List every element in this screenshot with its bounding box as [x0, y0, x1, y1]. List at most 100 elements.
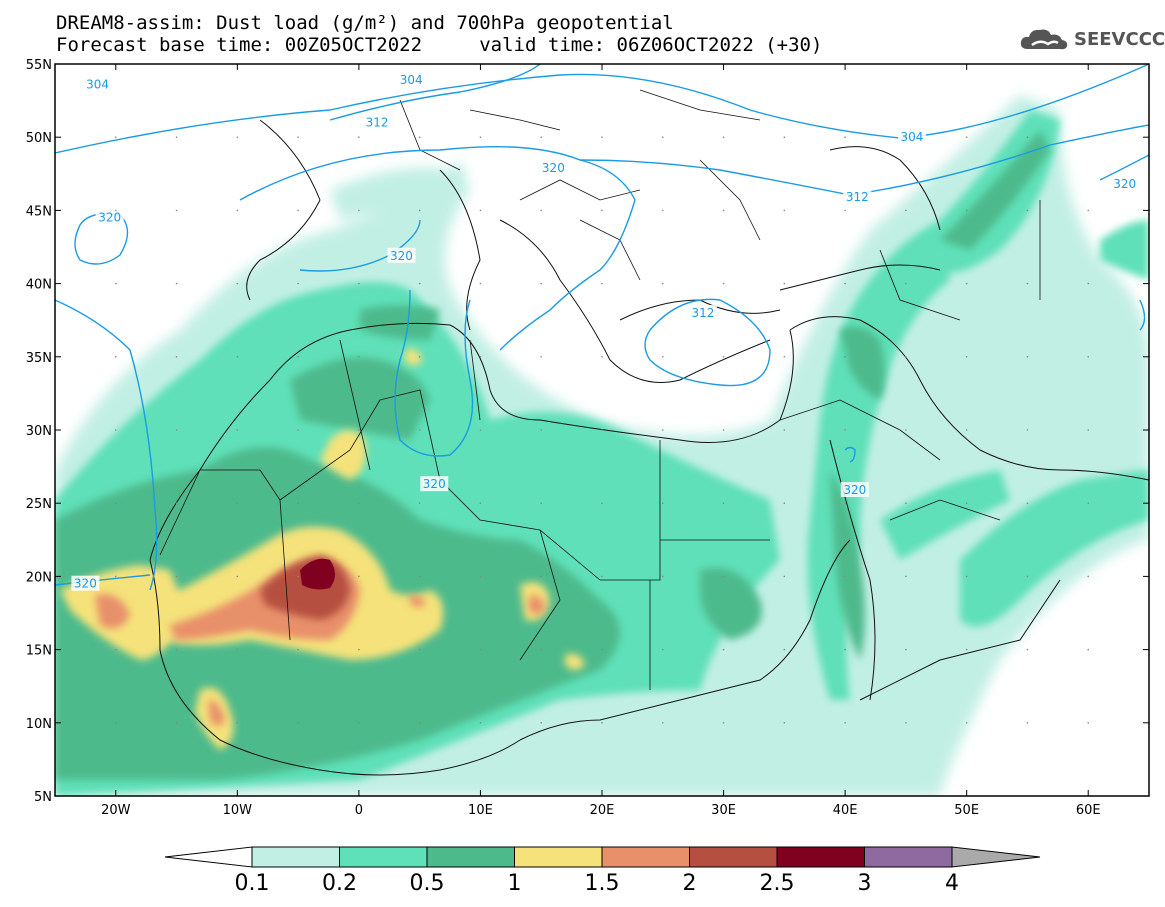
contour-label: 320	[843, 483, 866, 497]
contour-label-bg	[363, 114, 392, 130]
grid-dot	[540, 356, 543, 358]
grid-dot	[722, 575, 725, 578]
grid-dot	[114, 722, 117, 724]
grid-dot	[965, 575, 968, 578]
grid-dot	[905, 356, 907, 358]
lat-tick-label: 25N	[26, 497, 52, 512]
grid-dot	[358, 575, 360, 578]
grid-dot	[783, 502, 786, 505]
grid-dot	[358, 429, 360, 431]
colorbar-swatch	[601, 846, 690, 868]
lon-tick-label: 0	[355, 803, 363, 818]
grid-dot	[418, 648, 421, 651]
grid-dot	[1026, 282, 1029, 285]
grid-dot	[175, 575, 178, 578]
grid-dot	[1087, 722, 1090, 724]
grid-dot	[418, 209, 421, 212]
grid-dot	[661, 648, 664, 651]
lon-tick-label: 10W	[223, 803, 253, 818]
lon-tick-label: 30E	[711, 803, 736, 818]
contour-label: 312	[366, 116, 389, 130]
contour-label-bg	[897, 129, 926, 145]
grid-dot	[114, 575, 117, 578]
grid-dot	[358, 502, 360, 505]
country-borders	[159, 89, 1041, 690]
grid-dot	[175, 136, 178, 138]
grid-dot	[1087, 648, 1090, 651]
lat-tick-label: 10N	[26, 717, 52, 732]
grid-dot	[358, 282, 360, 285]
grid-dot	[236, 648, 239, 651]
grid-dot	[601, 648, 603, 651]
grid-dot	[540, 722, 543, 724]
grid-dot	[1026, 648, 1029, 651]
grid-dot	[297, 136, 299, 138]
contour-label-bg	[95, 209, 124, 225]
grid-dot	[844, 136, 846, 138]
contour-label: 312	[846, 190, 869, 204]
grid-dot	[418, 282, 421, 285]
grid-dot	[358, 722, 360, 724]
colorbar-swatch	[251, 846, 340, 868]
grid-dot	[783, 429, 786, 431]
grid-dot	[844, 575, 846, 578]
grid-dot	[418, 429, 421, 431]
contour-label-bg	[71, 575, 100, 591]
grid-dot	[844, 429, 846, 431]
grid-dot	[965, 282, 968, 285]
grid-dot	[297, 282, 299, 285]
colorbar: 0.1 0.2 0.5 1 1.5 2 2.5 3 4	[164, 846, 1041, 896]
grid-dot	[479, 722, 482, 724]
colorbar-label: 0.1	[235, 871, 270, 896]
colorbar-label: 0.5	[410, 871, 445, 896]
lon-tick-label: 50E	[954, 803, 979, 818]
map-axes: 55N 50N 45N 40N 35N 30N 25N 20N 15N 10N 5N 20W 10W 0 1…	[26, 58, 1149, 818]
grid-dot	[114, 356, 117, 358]
grid-dot	[601, 575, 603, 578]
grid-dot	[965, 648, 968, 651]
grid-dot	[905, 575, 907, 578]
contour-label-bg	[843, 189, 872, 205]
grid-dot	[1087, 282, 1090, 285]
grid-dot	[601, 282, 603, 285]
grid-dot	[236, 209, 239, 212]
grid-dot	[601, 429, 603, 431]
lon-tick-label: 10E	[468, 803, 493, 818]
lat-tick-label: 55N	[26, 58, 52, 73]
contour-label-bg	[83, 76, 112, 92]
grid-dot	[297, 575, 299, 578]
contour-label: 320	[542, 161, 565, 175]
grid-dot	[418, 722, 421, 724]
grid-dot	[783, 209, 786, 212]
grid-dot	[358, 136, 360, 138]
grid-dot	[1087, 502, 1090, 505]
grid-dot	[783, 356, 786, 358]
logo-text: SEEVCCC	[1074, 28, 1165, 50]
grid-dot	[540, 209, 543, 212]
colorbar-swatch	[514, 846, 603, 868]
grid-dot	[1026, 502, 1029, 505]
grid-dot	[175, 209, 178, 212]
grid-dot	[965, 429, 968, 431]
grid-dot	[479, 282, 482, 285]
grid-dot	[114, 209, 117, 212]
grid-dot	[905, 136, 907, 138]
lat-tick-label: 45N	[26, 204, 52, 219]
grid-dot	[661, 429, 664, 431]
contour-label-bg	[688, 304, 717, 320]
grid-dot	[114, 429, 117, 431]
grid-dot	[661, 356, 664, 358]
colorbar-label: 0.2	[322, 871, 357, 896]
grid-dot	[1026, 429, 1029, 431]
grid-dot	[175, 722, 178, 724]
contour-label: 320	[390, 249, 413, 263]
grid-dot	[844, 502, 846, 505]
contour-label-bg	[1110, 176, 1139, 192]
grid-dot	[601, 722, 603, 724]
grid-dot	[905, 429, 907, 431]
grid-dot	[236, 722, 239, 724]
grid-dot	[661, 722, 664, 724]
grid-dot	[297, 429, 299, 431]
contour-label: 320	[98, 211, 121, 225]
contour-labels: 304 304 312 304 320 312 320 320 320 312 320 320 320	[71, 72, 1139, 591]
